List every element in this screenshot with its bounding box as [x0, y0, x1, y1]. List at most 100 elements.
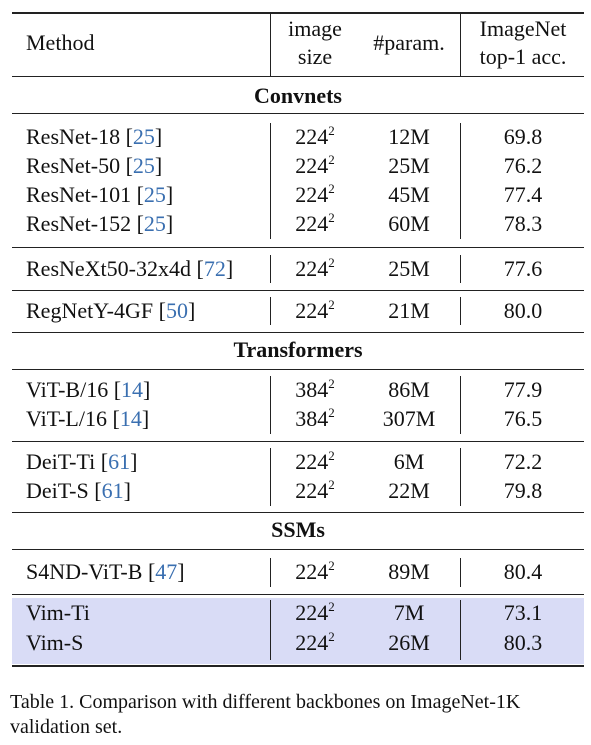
citation-link[interactable]: 14	[119, 406, 142, 431]
header-rule	[12, 76, 584, 77]
group-rule	[12, 441, 584, 442]
column-divider	[460, 123, 461, 239]
method-cell: ResNeXt50-32x4d [72]	[26, 256, 234, 281]
image-size-value: 224	[295, 630, 329, 655]
method-cell: ViT-B/16 [14]	[26, 377, 151, 402]
image-size-value: 224	[295, 449, 329, 474]
group-rule	[12, 247, 584, 248]
params-cell: 6M	[393, 449, 425, 474]
header-acc-line2: top-1 acc.	[479, 44, 567, 69]
image-size-value: 384	[295, 377, 329, 402]
citation-link[interactable]: 25	[143, 211, 166, 236]
method-name: Vim-S	[26, 630, 84, 655]
method-name: ResNet-152	[26, 211, 132, 236]
method-cell: DeiT-Ti [61]	[26, 449, 138, 474]
image-size-value: 224	[295, 600, 329, 625]
column-divider	[460, 297, 461, 325]
image-size-exponent: 2	[328, 296, 335, 312]
citation-link[interactable]: 25	[132, 153, 155, 178]
column-divider	[460, 600, 461, 660]
top-rule	[12, 12, 584, 14]
params-cell: 89M	[388, 559, 430, 584]
image-size-exponent: 2	[328, 447, 335, 463]
image-size-exponent: 2	[328, 209, 335, 225]
method-cell: Vim-Ti	[26, 601, 90, 625]
image-size-exponent: 2	[328, 254, 335, 270]
image-size-exponent: 2	[328, 598, 335, 614]
params-cell: 26M	[388, 630, 430, 655]
column-divider	[460, 255, 461, 283]
method-cell: ResNet-101 [25]	[26, 182, 174, 207]
group-rule	[12, 332, 584, 333]
citation-link[interactable]: 14	[121, 377, 144, 402]
method-cell: ResNet-152 [25]	[26, 211, 174, 236]
citation-link[interactable]: 47	[155, 559, 178, 584]
section-title-transformers: Transformers	[233, 337, 363, 362]
method-name: RegNetY-4GF	[26, 298, 154, 323]
header-acc-line1: ImageNet	[479, 16, 567, 41]
method-name: ResNet-18	[26, 124, 121, 149]
image-size-cell: 2242	[272, 598, 358, 625]
section-rule-ssms	[12, 549, 584, 550]
column-divider	[460, 376, 461, 434]
image-size-cell: 3842	[272, 377, 358, 402]
accuracy-cell: 80.4	[503, 559, 543, 584]
citation-link[interactable]: 50	[165, 298, 188, 323]
accuracy-cell: 77.9	[503, 377, 543, 402]
column-divider	[270, 297, 271, 325]
image-size-exponent: 2	[328, 122, 335, 138]
citation-link[interactable]: 72	[203, 256, 226, 281]
citation-link[interactable]: 25	[143, 182, 166, 207]
image-size-exponent: 2	[328, 557, 335, 573]
accuracy-cell: 76.5	[503, 406, 543, 431]
column-divider	[270, 123, 271, 239]
image-size-cell: 2242	[272, 254, 358, 281]
image-size-exponent: 2	[328, 180, 335, 196]
method-name: ResNet-50	[26, 153, 121, 178]
image-size-exponent: 2	[328, 151, 335, 167]
method-name: ResNet-101	[26, 182, 132, 207]
accuracy-cell: 69.8	[503, 124, 543, 149]
method-cell: ResNet-50 [25]	[26, 153, 163, 178]
image-size-exponent: 2	[328, 404, 335, 420]
accuracy-cell: 72.2	[503, 449, 543, 474]
method-cell: DeiT-S [61]	[26, 478, 131, 503]
method-cell: ViT-L/16 [14]	[26, 406, 150, 431]
params-cell: 22M	[388, 478, 430, 503]
column-divider	[460, 448, 461, 506]
params-cell: 25M	[388, 153, 430, 178]
image-size-cell: 2242	[272, 209, 358, 236]
params-cell: 21M	[388, 298, 430, 323]
image-size-value: 224	[295, 478, 329, 503]
column-divider	[270, 448, 271, 506]
image-size-cell: 2242	[272, 628, 358, 655]
citation-link[interactable]: 25	[132, 124, 155, 149]
image-size-value: 224	[295, 182, 329, 207]
citation-link[interactable]: 61	[101, 478, 124, 503]
image-size-value: 384	[295, 406, 329, 431]
method-name: ResNeXt50-32x4d	[26, 256, 191, 281]
method-cell: RegNetY-4GF [50]	[26, 298, 196, 323]
method-name: ViT-B/16	[26, 377, 109, 402]
section-title-convnets: Convnets	[253, 83, 342, 108]
bottom-rule	[12, 665, 584, 667]
method-cell: S4ND-ViT-B [47]	[26, 559, 185, 584]
image-size-cell: 2242	[272, 447, 358, 474]
method-name: DeiT-S	[26, 478, 89, 503]
image-size-cell: 2242	[272, 151, 358, 178]
method-cell: Vim-S	[26, 631, 83, 655]
image-size-value: 224	[295, 211, 329, 236]
method-cell: ResNet-18 [25]	[26, 124, 163, 149]
image-size-cell: 2242	[272, 122, 358, 149]
method-name: S4ND-ViT-B	[26, 559, 143, 584]
params-cell: 307M	[382, 406, 436, 431]
column-divider	[270, 376, 271, 434]
group-rule	[12, 594, 584, 595]
column-divider	[270, 14, 271, 76]
header-image-size-line2: size	[297, 44, 333, 69]
method-name: ViT-L/16	[26, 406, 107, 431]
method-name: Vim-Ti	[26, 600, 90, 625]
citation-link[interactable]: 61	[108, 449, 131, 474]
method-name: DeiT-Ti	[26, 449, 96, 474]
image-size-exponent: 2	[328, 628, 335, 644]
